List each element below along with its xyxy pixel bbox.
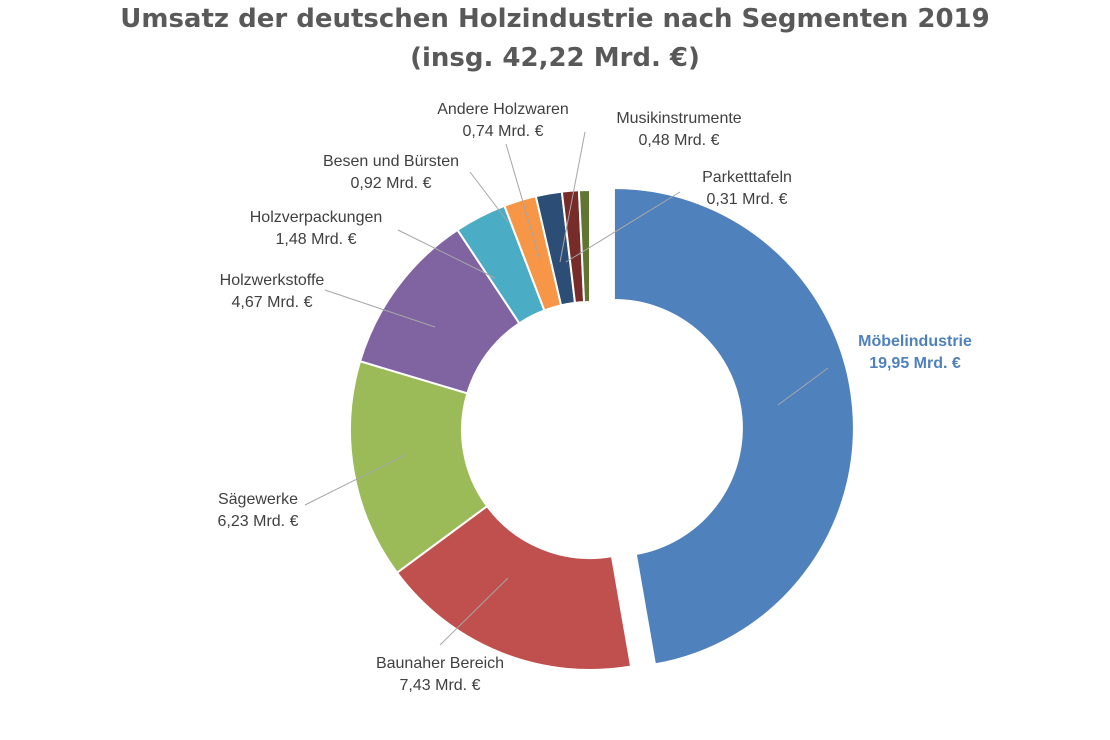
data-label-moebelindustrie: Möbelindustrie 19,95 Mrd. €	[858, 333, 972, 372]
slice-baunaher-bereich	[395, 504, 633, 671]
leader-line-holzverpackungen	[397, 229, 496, 279]
leader-line-andere-holzwaren	[505, 143, 541, 261]
label-category-holzverpackungen: Holzverpackungen	[250, 209, 383, 226]
label-category-andere-holzwaren: Andere Holzwaren	[437, 101, 569, 118]
slice-saegewerke	[349, 359, 489, 575]
label-category-moebelindustrie: Möbelindustrie	[858, 333, 972, 350]
label-category-parketttafeln: Parketttafeln	[702, 169, 792, 186]
label-value-besen-und-buersten: 0,92 Mrd. €	[351, 175, 432, 192]
data-label-holzverpackungen: Holzverpackungen 1,48 Mrd. €	[250, 209, 383, 248]
label-category-besen-und-buersten: Besen und Bürsten	[323, 153, 459, 170]
slice-labels: Möbelindustrie 19,95 Mrd. € Baunaher Berei…	[218, 101, 972, 694]
data-label-besen-und-buersten: Besen und Bürsten 0,92 Mrd. €	[323, 153, 459, 192]
label-value-moebelindustrie: 19,95 Mrd. €	[869, 355, 961, 372]
label-value-baunaher-bereich: 7,43 Mrd. €	[400, 677, 481, 694]
data-label-holzwerkstoffe: Holzwerkstoffe 4,67 Mrd. €	[220, 272, 325, 311]
label-value-musikinstrumente: 0,48 Mrd. €	[639, 132, 720, 149]
chart-subtitle: (insg. 42,22 Mrd. €)	[410, 43, 700, 73]
chart-title: Umsatz der deutschen Holzindustrie nach …	[120, 4, 990, 34]
data-label-andere-holzwaren: Andere Holzwaren 0,74 Mrd. €	[437, 101, 569, 140]
leader-line-musikinstrumente	[559, 131, 586, 263]
label-value-holzverpackungen: 1,48 Mrd. €	[276, 231, 357, 248]
data-label-saegewerke: Sägewerke 6,23 Mrd. €	[218, 491, 299, 530]
data-label-parketttafeln: Parketttafeln 0,31 Mrd. €	[702, 169, 792, 208]
leader-line-moebelindustrie	[777, 367, 829, 406]
leader-line-saegewerke	[304, 454, 406, 506]
label-value-andere-holzwaren: 0,74 Mrd. €	[463, 123, 544, 140]
label-category-musikinstrumente: Musikinstrumente	[616, 110, 741, 127]
label-value-holzwerkstoffe: 4,67 Mrd. €	[232, 294, 313, 311]
leader-line-baunaher-bereich	[439, 577, 509, 646]
label-category-saegewerke: Sägewerke	[218, 491, 298, 508]
label-category-baunaher-bereich: Baunaher Bereich	[376, 655, 504, 672]
label-category-holzwerkstoffe: Holzwerkstoffe	[220, 272, 325, 289]
data-label-musikinstrumente: Musikinstrumente 0,48 Mrd. €	[616, 110, 741, 149]
slice-moebelindustrie	[612, 186, 855, 666]
leader-line-holzwerkstoffe	[324, 289, 436, 328]
slice-parketttafeln	[577, 188, 591, 304]
leader-line-besen-und-buersten	[469, 171, 509, 223]
leader-line-parketttafeln	[565, 191, 681, 263]
doughnut-slices	[349, 186, 855, 671]
label-value-parketttafeln: 0,31 Mrd. €	[707, 191, 788, 208]
leader-lines	[304, 131, 829, 646]
data-label-baunaher-bereich: Baunaher Bereich 7,43 Mrd. €	[376, 655, 504, 694]
label-value-saegewerke: 6,23 Mrd. €	[218, 513, 299, 530]
